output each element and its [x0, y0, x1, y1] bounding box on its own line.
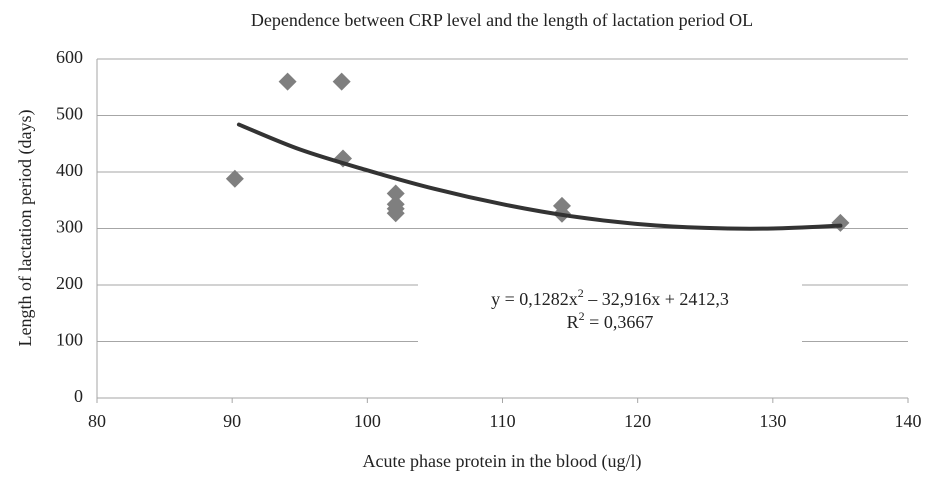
point — [386, 184, 405, 203]
point — [278, 72, 297, 91]
point — [386, 204, 405, 223]
x-axis-label: Acute phase protein in the blood (ug/l) — [363, 451, 642, 472]
point — [225, 169, 244, 188]
x-tick-label: 100 — [354, 411, 381, 431]
annotation: y = 0,1282x2 – 32,916x + 2412,3 — [491, 286, 729, 309]
superscript: 2 — [579, 309, 585, 323]
point — [332, 72, 351, 91]
x-tick-label: 80 — [88, 411, 106, 431]
y-tick-label: 200 — [56, 273, 83, 293]
point — [831, 213, 850, 232]
x-tick-label: 140 — [895, 411, 922, 431]
x-tick-label: 130 — [759, 411, 786, 431]
y-tick-label: 600 — [56, 47, 83, 67]
y-tick-label: 300 — [56, 217, 83, 237]
y-tick-label: 0 — [74, 386, 83, 406]
y-tick-label: 500 — [56, 104, 83, 124]
x-tick-label: 110 — [489, 411, 515, 431]
x-tick-label: 90 — [223, 411, 241, 431]
annotation: R2 = 0,3667 — [567, 309, 654, 332]
y-axis-label: Length of lactation period (days) — [15, 110, 36, 347]
trendline — [236, 122, 843, 231]
y-tick-label: 400 — [56, 160, 83, 180]
annotation-text: = 0,3667 — [585, 312, 654, 332]
chart-title: Dependence between CRP level and the len… — [251, 10, 753, 30]
superscript: 2 — [578, 286, 584, 300]
annotation-text: y = 0,1282x — [491, 289, 578, 309]
annotation-text: R — [567, 312, 579, 332]
annotation-box — [418, 276, 802, 354]
annotation-text: – 32,916x + 2412,3 — [584, 289, 729, 309]
y-tick-label: 100 — [56, 330, 83, 350]
x-tick-label: 120 — [624, 411, 651, 431]
